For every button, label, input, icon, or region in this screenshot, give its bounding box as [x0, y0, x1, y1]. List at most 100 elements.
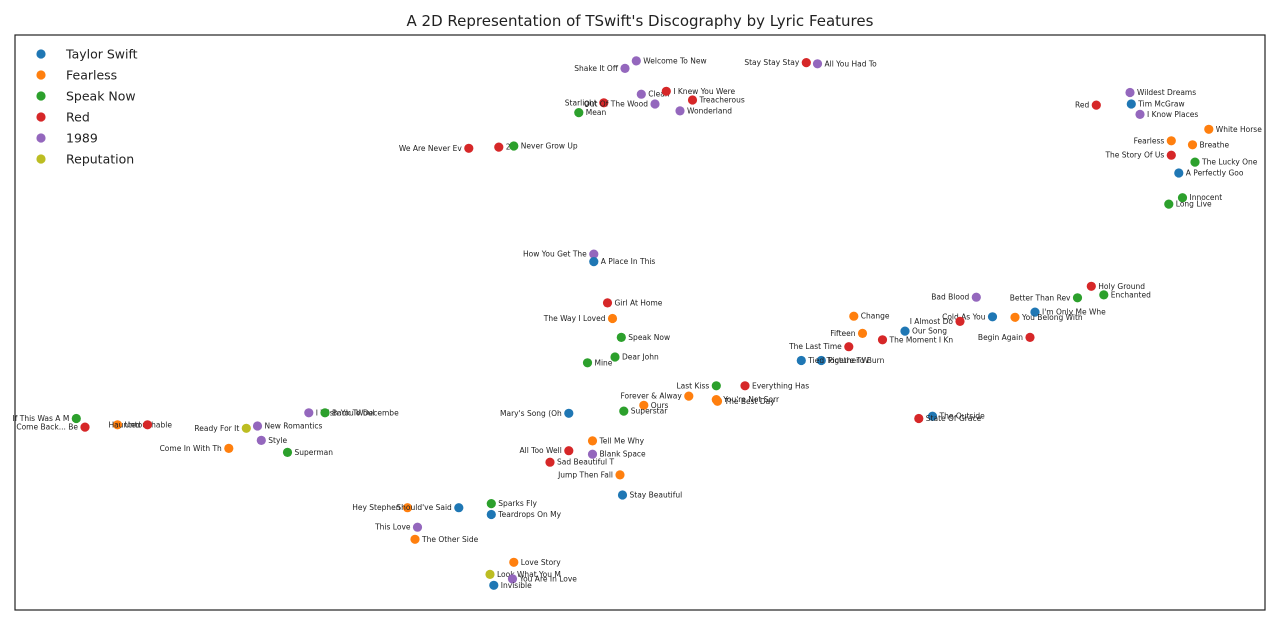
data-point-label: Bad Blood — [931, 293, 969, 302]
legend-label: Reputation — [66, 152, 134, 167]
data-point-label: The Outside — [939, 412, 986, 421]
data-point-label: A Place In This — [601, 257, 656, 266]
data-point-label: Stay Beautiful — [630, 491, 683, 500]
data-point-label: Innocent — [1190, 193, 1223, 202]
data-point — [599, 98, 609, 108]
data-point — [486, 499, 496, 509]
data-point-label: Mine — [595, 358, 613, 367]
data-point — [877, 335, 888, 345]
data-point — [486, 509, 496, 520]
data-point — [454, 503, 464, 513]
data-point-label: The Moment I Kn — [889, 335, 954, 344]
data-point-label: Forever & Alway — [620, 392, 682, 401]
data-point-label: Holy Ground — [1098, 282, 1145, 291]
data-point — [616, 332, 626, 342]
data-point-label: State Of Grace — [926, 414, 982, 423]
data-point-label: Never Grow Up — [521, 142, 578, 151]
data-point — [844, 342, 854, 352]
data-point — [589, 257, 599, 267]
chart-title: A 2D Representation of TSwift's Discogra… — [407, 12, 874, 30]
data-point-label: Begin Again — [978, 333, 1023, 342]
data-point — [687, 95, 698, 105]
data-point-label: Love Story — [521, 558, 561, 567]
data-point — [796, 355, 806, 366]
data-point — [914, 413, 924, 424]
data-point-label: Ready For It — [194, 424, 239, 433]
data-point-label: Tied Together W — [807, 356, 869, 365]
data-point-label: Mean — [586, 108, 607, 117]
data-point-label: Change — [861, 312, 890, 321]
data-point-label: Haunted — [108, 420, 140, 429]
data-point — [955, 316, 965, 326]
data-point — [1025, 332, 1035, 342]
data-point — [711, 381, 721, 391]
legend-marker — [36, 112, 46, 122]
data-point-label: Starlight — [565, 98, 597, 107]
data-point — [485, 569, 495, 580]
data-point — [80, 422, 90, 432]
data-point-label: If This Was A M — [13, 414, 70, 423]
data-point — [602, 298, 613, 308]
data-point — [849, 311, 859, 321]
data-point — [320, 408, 330, 418]
data-point — [1166, 150, 1176, 160]
data-point — [224, 443, 234, 453]
data-point-label: Look What You M — [497, 570, 561, 579]
data-point-label: The Last Time — [788, 342, 842, 351]
data-point — [631, 56, 641, 66]
data-point-label: Everything Has — [752, 381, 809, 390]
data-point — [610, 352, 620, 362]
legend-label: 1989 — [66, 131, 98, 146]
data-point — [607, 313, 618, 324]
legend-marker — [36, 154, 46, 164]
data-point — [494, 142, 504, 152]
data-point — [1204, 124, 1214, 134]
data-point — [857, 328, 868, 338]
data-point-label: Superstar — [631, 407, 668, 416]
data-point-label: Girl At Home — [615, 298, 663, 307]
data-point-label: Long Live — [1176, 200, 1212, 209]
data-point — [617, 490, 628, 500]
legend-label: Fearless — [66, 68, 117, 83]
data-point — [1174, 168, 1184, 178]
data-point — [1135, 109, 1145, 119]
data-point — [410, 534, 420, 544]
data-point-label: Shake It Off — [574, 64, 619, 73]
data-point-label: Come Back... Be — [16, 423, 78, 432]
data-point-label: Last Kiss — [676, 381, 709, 390]
data-point-label: Fearless — [1134, 136, 1165, 145]
data-point-label: Clean — [648, 90, 670, 99]
data-point-label: All Too Well — [519, 446, 561, 455]
data-point — [650, 99, 660, 109]
data-point-label: All You Had To — [825, 59, 878, 68]
data-point — [71, 413, 81, 424]
data-point — [489, 580, 499, 590]
data-point — [639, 400, 649, 410]
data-point — [1091, 100, 1101, 110]
legend-label: Taylor Swift — [65, 47, 138, 62]
data-point-label: The Other Side — [421, 535, 479, 544]
data-point-label: Cold As You — [942, 312, 986, 321]
data-point-label: I'm Only Me Whe — [1042, 308, 1106, 317]
legend-label: Red — [66, 110, 90, 125]
data-point — [1072, 293, 1083, 303]
data-point-label: We Are Never Ev — [399, 144, 463, 153]
data-point-label: The Lucky One — [1201, 158, 1258, 167]
data-point — [1190, 157, 1200, 167]
data-point-label: Sparks Fly — [498, 499, 537, 508]
data-point — [582, 358, 593, 368]
data-point-label: Breathe — [1200, 140, 1230, 149]
data-point — [587, 436, 598, 446]
data-point — [675, 106, 685, 116]
data-point — [112, 420, 123, 430]
data-point-label: Welcome To New — [643, 56, 706, 65]
data-point — [1099, 290, 1109, 300]
data-point — [509, 557, 519, 567]
legend-marker — [36, 70, 46, 80]
data-point-label: A Perfectly Goo — [1186, 169, 1244, 178]
data-point-label: Style — [268, 436, 287, 445]
data-point-label: Picture To Burn — [828, 356, 884, 365]
legend-marker — [36, 91, 46, 101]
data-point — [971, 292, 981, 302]
